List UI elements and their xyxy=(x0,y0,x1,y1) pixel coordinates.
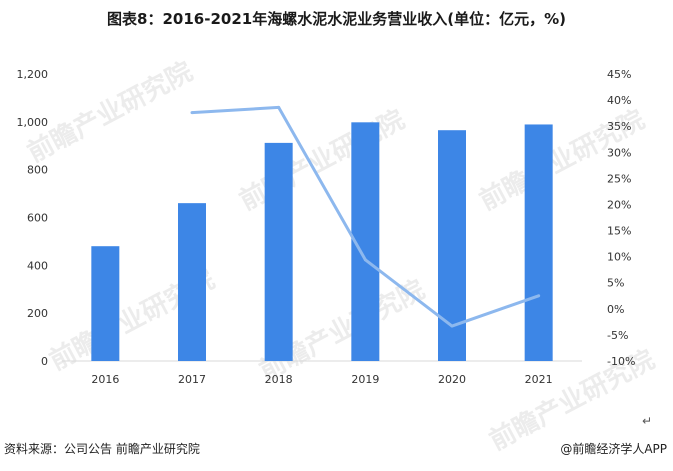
y-right-tick-label: 0% xyxy=(607,303,624,316)
line-point xyxy=(363,258,367,262)
bar xyxy=(524,124,553,361)
y-right-tick-label: 30% xyxy=(607,146,631,159)
y-left-tick-label: 800 xyxy=(27,164,48,177)
brand-label: @前瞻经济学人APP xyxy=(560,442,667,456)
y-right-tick-label: 15% xyxy=(607,225,631,238)
x-tick-label: 2018 xyxy=(265,373,293,386)
y-right-tick-label: 35% xyxy=(607,120,631,133)
y-right-tick-label: 20% xyxy=(607,198,631,211)
y-left-tick-label: 0 xyxy=(41,355,48,368)
x-tick-label: 2019 xyxy=(351,373,379,386)
line-point xyxy=(190,111,194,115)
x-tick-label: 2020 xyxy=(438,373,466,386)
y-left-tick-label: 600 xyxy=(27,212,48,225)
x-tick-label: 2021 xyxy=(525,373,553,386)
y-left-tick-label: 1,000 xyxy=(17,116,49,129)
line-point xyxy=(277,105,281,109)
y-right-tick-label: 10% xyxy=(607,251,631,264)
bar xyxy=(91,246,120,361)
y-right-tick-label: 45% xyxy=(607,68,631,81)
chart-title: 图表8：2016-2021年海螺水泥水泥业务营业收入(单位：亿元，%) xyxy=(107,10,566,28)
source-note: 资料来源：公司公告 前瞻产业研究院 xyxy=(4,442,200,456)
x-tick-label: 2016 xyxy=(91,373,119,386)
x-tick-label: 2017 xyxy=(178,373,206,386)
return-mark: ↵ xyxy=(642,414,653,428)
y-right-tick-label: 40% xyxy=(607,94,631,107)
y-right-tick-label: -5% xyxy=(607,329,628,342)
y-right-tick-label: 5% xyxy=(607,277,624,290)
line-point xyxy=(450,324,454,328)
y-right-tick-label: 25% xyxy=(607,172,631,185)
bar xyxy=(178,203,206,361)
y-left-tick-label: 400 xyxy=(27,259,48,272)
line-point xyxy=(537,294,541,298)
y-right-tick-label: -10% xyxy=(607,355,635,368)
y-left-tick-label: 1,200 xyxy=(17,68,49,81)
bar xyxy=(264,142,293,361)
y-left-tick-label: 200 xyxy=(27,307,48,320)
